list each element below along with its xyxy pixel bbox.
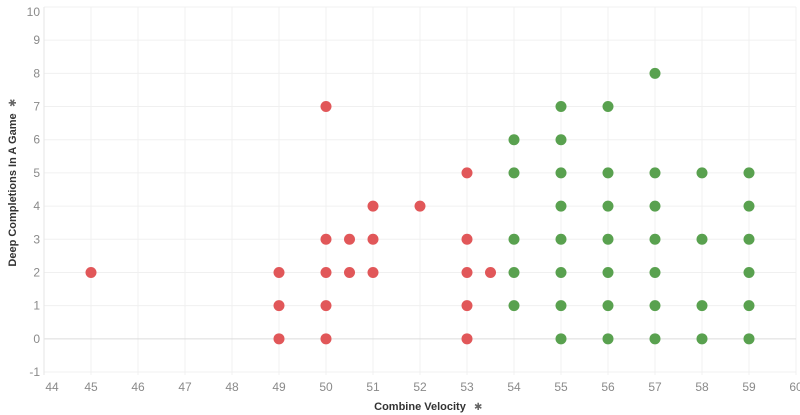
y-axis-title[interactable]: Deep Completions In A Game: [7, 113, 19, 266]
data-point-red[interactable]: [320, 101, 332, 113]
y-tick-label: 1: [33, 299, 40, 313]
x-tick-label: 60: [789, 380, 800, 394]
data-point-green[interactable]: [555, 300, 567, 312]
data-point-green[interactable]: [649, 233, 661, 245]
data-point-green[interactable]: [696, 333, 708, 345]
grid: [43, 6, 797, 375]
x-tick-label: 51: [366, 380, 380, 394]
x-axis-pin-icon[interactable]: ✱: [474, 402, 482, 413]
data-point-green[interactable]: [649, 333, 661, 345]
data-point-green[interactable]: [602, 333, 614, 345]
data-point-red[interactable]: [273, 266, 285, 278]
data-point-green[interactable]: [555, 101, 567, 113]
x-tick-label: 52: [413, 380, 427, 394]
data-point-green[interactable]: [555, 200, 567, 212]
y-tick-label: 6: [33, 133, 40, 147]
y-tick-label: 0: [33, 332, 40, 346]
y-tick-label: 7: [33, 100, 40, 114]
x-tick-label: 58: [695, 380, 709, 394]
y-axis-pin-icon[interactable]: ✱: [8, 99, 19, 107]
data-point-green[interactable]: [602, 300, 614, 312]
data-point-green[interactable]: [602, 266, 614, 278]
data-point-green[interactable]: [602, 167, 614, 179]
data-point-green[interactable]: [649, 200, 661, 212]
data-point-red[interactable]: [461, 300, 473, 312]
x-tick-label: 46: [131, 380, 145, 394]
x-tick-label: 54: [507, 380, 521, 394]
x-tick-label: 48: [225, 380, 239, 394]
data-point-green[interactable]: [649, 167, 661, 179]
data-point-green[interactable]: [649, 300, 661, 312]
data-points: [85, 67, 755, 345]
x-tick-label: 57: [648, 380, 662, 394]
data-point-green[interactable]: [696, 300, 708, 312]
data-point-red[interactable]: [485, 266, 496, 278]
y-tick-label: 10: [27, 5, 41, 19]
x-tick-label: 49: [272, 380, 286, 394]
data-point-red[interactable]: [461, 167, 473, 179]
data-point-red[interactable]: [320, 266, 332, 278]
x-tick-label: 50: [319, 380, 333, 394]
x-tick-label: 44: [45, 380, 59, 394]
data-point-green[interactable]: [743, 233, 755, 245]
data-point-red[interactable]: [414, 200, 426, 212]
data-point-red[interactable]: [461, 233, 473, 245]
data-point-green[interactable]: [696, 167, 708, 179]
data-point-red[interactable]: [367, 266, 379, 278]
data-point-red[interactable]: [320, 300, 332, 312]
y-tick-label: 2: [33, 265, 40, 279]
data-point-red[interactable]: [461, 266, 473, 278]
data-point-green[interactable]: [555, 266, 567, 278]
data-point-green[interactable]: [602, 233, 614, 245]
data-point-red[interactable]: [273, 300, 285, 312]
data-point-red[interactable]: [320, 233, 332, 245]
x-tick-label: 59: [742, 380, 756, 394]
data-point-green[interactable]: [743, 200, 755, 212]
x-tick-label: 45: [84, 380, 98, 394]
data-point-red[interactable]: [367, 233, 379, 245]
data-point-green[interactable]: [508, 233, 520, 245]
y-tick-label: 4: [33, 199, 40, 213]
data-point-green[interactable]: [696, 233, 708, 245]
data-point-red[interactable]: [273, 333, 285, 345]
x-axis-title[interactable]: Combine Velocity: [374, 401, 467, 413]
data-point-red[interactable]: [344, 266, 355, 278]
y-tick-label: 9: [33, 33, 40, 47]
tick-labels: 44 45 46 47 48 49 50 51 52 53 54 55 56 57 58 59 60-10123…: [27, 5, 800, 394]
data-point-green[interactable]: [743, 167, 755, 179]
data-point-green[interactable]: [602, 101, 614, 113]
data-point-green[interactable]: [602, 200, 614, 212]
data-point-green[interactable]: [649, 67, 661, 79]
data-point-red[interactable]: [461, 333, 473, 345]
data-point-green[interactable]: [555, 333, 567, 345]
data-point-green[interactable]: [743, 333, 755, 345]
x-tick-label: 53: [460, 380, 474, 394]
y-tick-label: 8: [33, 66, 40, 80]
y-tick-label: -1: [29, 365, 40, 379]
data-point-green[interactable]: [555, 233, 567, 245]
data-point-green[interactable]: [508, 300, 520, 312]
data-point-red[interactable]: [320, 333, 332, 345]
x-tick-label: 47: [178, 380, 192, 394]
data-point-green[interactable]: [743, 300, 755, 312]
data-point-green[interactable]: [555, 134, 567, 146]
data-point-red[interactable]: [367, 200, 379, 212]
data-point-green[interactable]: [555, 167, 567, 179]
data-point-green[interactable]: [508, 167, 520, 179]
data-point-green[interactable]: [508, 134, 520, 146]
data-point-green[interactable]: [508, 266, 520, 278]
x-tick-label: 56: [601, 380, 615, 394]
data-point-green[interactable]: [649, 266, 661, 278]
data-point-red[interactable]: [85, 266, 97, 278]
data-point-green[interactable]: [743, 266, 755, 278]
y-tick-label: 5: [33, 166, 40, 180]
data-point-red[interactable]: [344, 233, 355, 245]
y-tick-label: 3: [33, 232, 40, 246]
x-tick-label: 55: [554, 380, 568, 394]
